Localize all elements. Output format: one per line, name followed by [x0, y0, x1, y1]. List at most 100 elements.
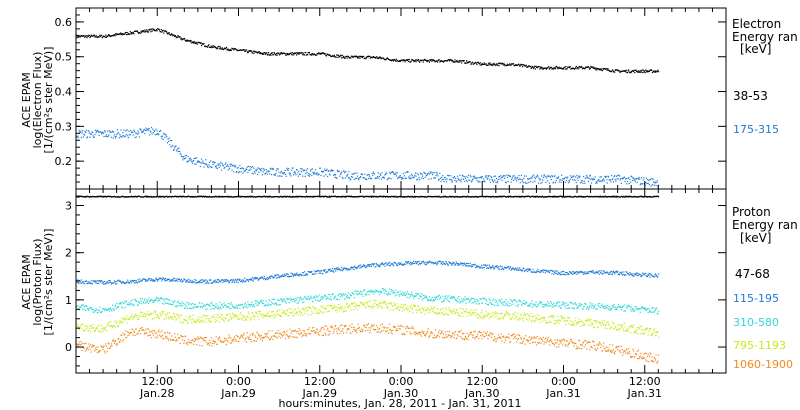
proton-data-point: [91, 195, 94, 198]
proton-data-point: [236, 307, 239, 309]
proton-data-point: [265, 195, 267, 197]
electron-data-point: [339, 175, 341, 177]
proton-data-point: [148, 313, 150, 315]
electron-data-point: [416, 172, 418, 175]
proton-data-point: [97, 196, 100, 198]
proton-data-point: [307, 270, 309, 273]
electron-data-point: [604, 175, 606, 177]
proton-data-point: [557, 195, 559, 198]
proton-data-point: [341, 266, 343, 268]
electron-data-point: [374, 56, 376, 59]
proton-data-point: [589, 196, 591, 198]
proton-data-point: [651, 306, 654, 309]
proton-data-point: [453, 263, 456, 265]
electron-data-point: [598, 68, 600, 70]
proton-data-point: [116, 280, 119, 282]
electron-data-point: [526, 182, 528, 184]
proton-data-point: [108, 195, 110, 198]
proton-data-point: [192, 195, 194, 198]
proton-data-point: [152, 195, 154, 198]
electron-data-point: [570, 175, 572, 177]
electron-data-point: [646, 70, 649, 72]
proton-data-point: [146, 299, 148, 301]
proton-data-point: [305, 195, 307, 197]
proton-data-point: [586, 271, 588, 273]
electron-data-point: [181, 156, 183, 158]
proton-data-point: [166, 317, 168, 319]
electron-data-point: [623, 70, 626, 72]
electron-data-point: [276, 168, 278, 170]
electron-data-point: [481, 176, 483, 178]
electron-data-point: [163, 32, 165, 34]
proton-data-point: [171, 195, 173, 197]
electron-data-point: [370, 56, 372, 58]
electron-data-point: [203, 166, 205, 168]
proton-data-point: [197, 195, 200, 197]
proton-data-point: [606, 304, 608, 307]
proton-data-point: [374, 291, 376, 293]
proton-data-point: [545, 269, 548, 271]
proton-data-point: [116, 306, 119, 309]
proton-data-point: [107, 195, 109, 198]
electron-data-point: [441, 60, 443, 62]
proton-data-point: [247, 280, 250, 283]
electron-data-point: [179, 153, 181, 155]
proton-data-point: [125, 315, 128, 317]
proton-data-point: [306, 274, 308, 276]
proton-data-point: [406, 196, 409, 198]
electron-data-point: [215, 167, 217, 169]
proton-data-point: [236, 306, 238, 308]
electron-data-point: [598, 180, 601, 182]
proton-data-point: [341, 294, 343, 296]
proton-data-point: [606, 306, 608, 308]
proton-data-point: [425, 295, 427, 297]
proton-data-point: [573, 271, 576, 273]
proton-data-point: [293, 298, 295, 300]
electron-data-point: [349, 56, 351, 59]
proton-data-point: [110, 283, 112, 285]
electron-data-point: [161, 31, 163, 33]
proton-data-point: [570, 196, 573, 198]
electron-data-point: [561, 179, 563, 181]
electron-data-point: [367, 174, 369, 176]
electron-data-point: [468, 179, 470, 181]
proton-data-point: [144, 196, 146, 198]
electron-data-point: [133, 30, 136, 32]
electron-data-point: [356, 57, 359, 59]
electron-data-point: [77, 36, 79, 38]
proton-data-point: [549, 269, 551, 272]
electron-data-point: [306, 53, 309, 56]
electron-data-point: [353, 55, 356, 58]
electron-data-point: [182, 38, 184, 40]
proton-data-point: [426, 196, 428, 198]
electron-data-point: [450, 59, 452, 61]
electron-data-point: [463, 60, 465, 62]
proton-data-point: [408, 297, 410, 299]
proton-data-point: [593, 305, 595, 307]
electron-data-point: [615, 175, 618, 177]
proton-data-point: [454, 298, 456, 300]
electron-data-point: [563, 178, 565, 180]
proton-data-point: [260, 277, 262, 279]
proton-data-point: [100, 311, 102, 313]
electron-data-point: [500, 175, 502, 177]
electron-data-point: [417, 58, 420, 61]
proton-data-point: [406, 263, 408, 265]
proton-data-point: [443, 195, 445, 197]
proton-data-point: [639, 308, 641, 310]
proton-data-point: [205, 279, 207, 281]
electron-data-point: [139, 32, 141, 34]
proton-data-point: [540, 301, 543, 304]
proton-data-point: [137, 317, 139, 319]
proton-data-point: [182, 280, 184, 282]
electron-data-point: [564, 181, 566, 183]
proton-data-point: [544, 269, 546, 272]
proton-data-point: [103, 327, 105, 329]
proton-data-point: [223, 302, 225, 304]
proton-data-point: [596, 196, 598, 198]
proton-data-point: [323, 196, 325, 198]
electron-data-point: [647, 182, 649, 185]
proton-data-point: [104, 329, 106, 331]
proton-data-point: [203, 196, 206, 198]
electron-data-point: [150, 131, 152, 133]
